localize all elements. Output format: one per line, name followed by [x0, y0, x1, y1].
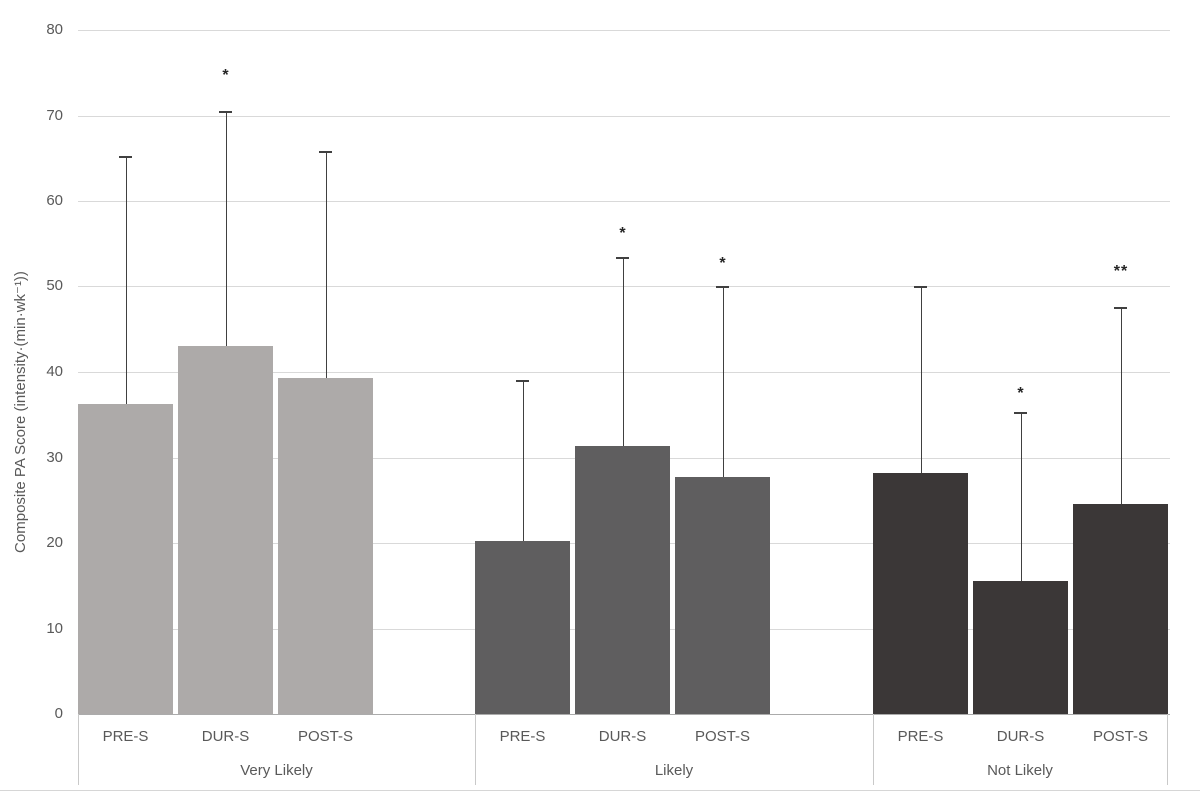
chart-bottom-border	[0, 790, 1200, 791]
y-tick-label: 0	[54, 705, 63, 722]
y-tick-label: 30	[46, 449, 63, 466]
error-bar-cap	[716, 286, 729, 288]
error-bar	[1021, 413, 1022, 581]
error-bar-cap	[1014, 412, 1027, 414]
error-bar-cap	[219, 111, 232, 113]
bar-label: PRE-S	[897, 728, 944, 745]
y-tick-label: 20	[46, 534, 63, 551]
bar	[475, 541, 570, 714]
significance-marker: **	[1113, 263, 1129, 280]
bar	[575, 446, 670, 714]
significance-marker: *	[719, 255, 727, 272]
significance-marker: *	[619, 225, 627, 242]
error-bar-cap	[914, 286, 927, 288]
error-bar	[523, 381, 524, 541]
bar-label: PRE-S	[102, 728, 149, 745]
error-bar	[1121, 308, 1122, 504]
y-gridline	[78, 116, 1170, 117]
y-tick-label: 40	[46, 363, 63, 380]
y-tick-label: 60	[46, 192, 63, 209]
significance-marker: *	[1017, 385, 1025, 402]
bar-label: PRE-S	[499, 728, 546, 745]
error-bar-cap	[616, 257, 629, 259]
group-divider	[1167, 714, 1168, 785]
bar-label: DUR-S	[996, 728, 1045, 745]
group-label: Not Likely	[987, 762, 1053, 779]
bar-label: POST-S	[694, 728, 750, 745]
y-gridline	[78, 201, 1170, 202]
bar-label: DUR-S	[201, 728, 250, 745]
bar	[278, 378, 373, 714]
error-bar	[126, 157, 127, 404]
y-gridline	[78, 30, 1170, 31]
error-bar	[623, 258, 624, 446]
group-label: Likely	[654, 762, 694, 779]
error-bar-cap	[119, 156, 132, 158]
significance-marker: *	[222, 67, 230, 84]
y-axis-title: Composite PA Score (intensity·(min·wk⁻¹)…	[12, 271, 29, 553]
error-bar-cap	[516, 380, 529, 382]
y-gridline	[78, 286, 1170, 287]
error-bar	[921, 287, 922, 473]
bar	[78, 404, 173, 714]
group-divider	[78, 714, 79, 785]
group-divider	[475, 714, 476, 785]
y-tick-label: 10	[46, 620, 63, 637]
bar-label: POST-S	[1092, 728, 1148, 745]
y-tick-label: 80	[46, 21, 63, 38]
bar-label: POST-S	[297, 728, 353, 745]
error-bar	[226, 112, 227, 346]
y-tick-label: 70	[46, 107, 63, 124]
y-tick-label: 50	[46, 277, 63, 294]
error-bar-cap	[319, 151, 332, 153]
bar	[873, 473, 968, 714]
x-axis-line	[78, 714, 1170, 715]
y-gridline	[78, 372, 1170, 373]
error-bar	[326, 152, 327, 378]
error-bar-cap	[1114, 307, 1127, 309]
bar	[675, 477, 770, 714]
group-divider	[873, 714, 874, 785]
bar	[178, 346, 273, 714]
error-bar	[723, 287, 724, 477]
bar	[1073, 504, 1168, 714]
group-label: Very Likely	[240, 762, 313, 779]
bar-label: DUR-S	[598, 728, 647, 745]
bar	[973, 581, 1068, 714]
